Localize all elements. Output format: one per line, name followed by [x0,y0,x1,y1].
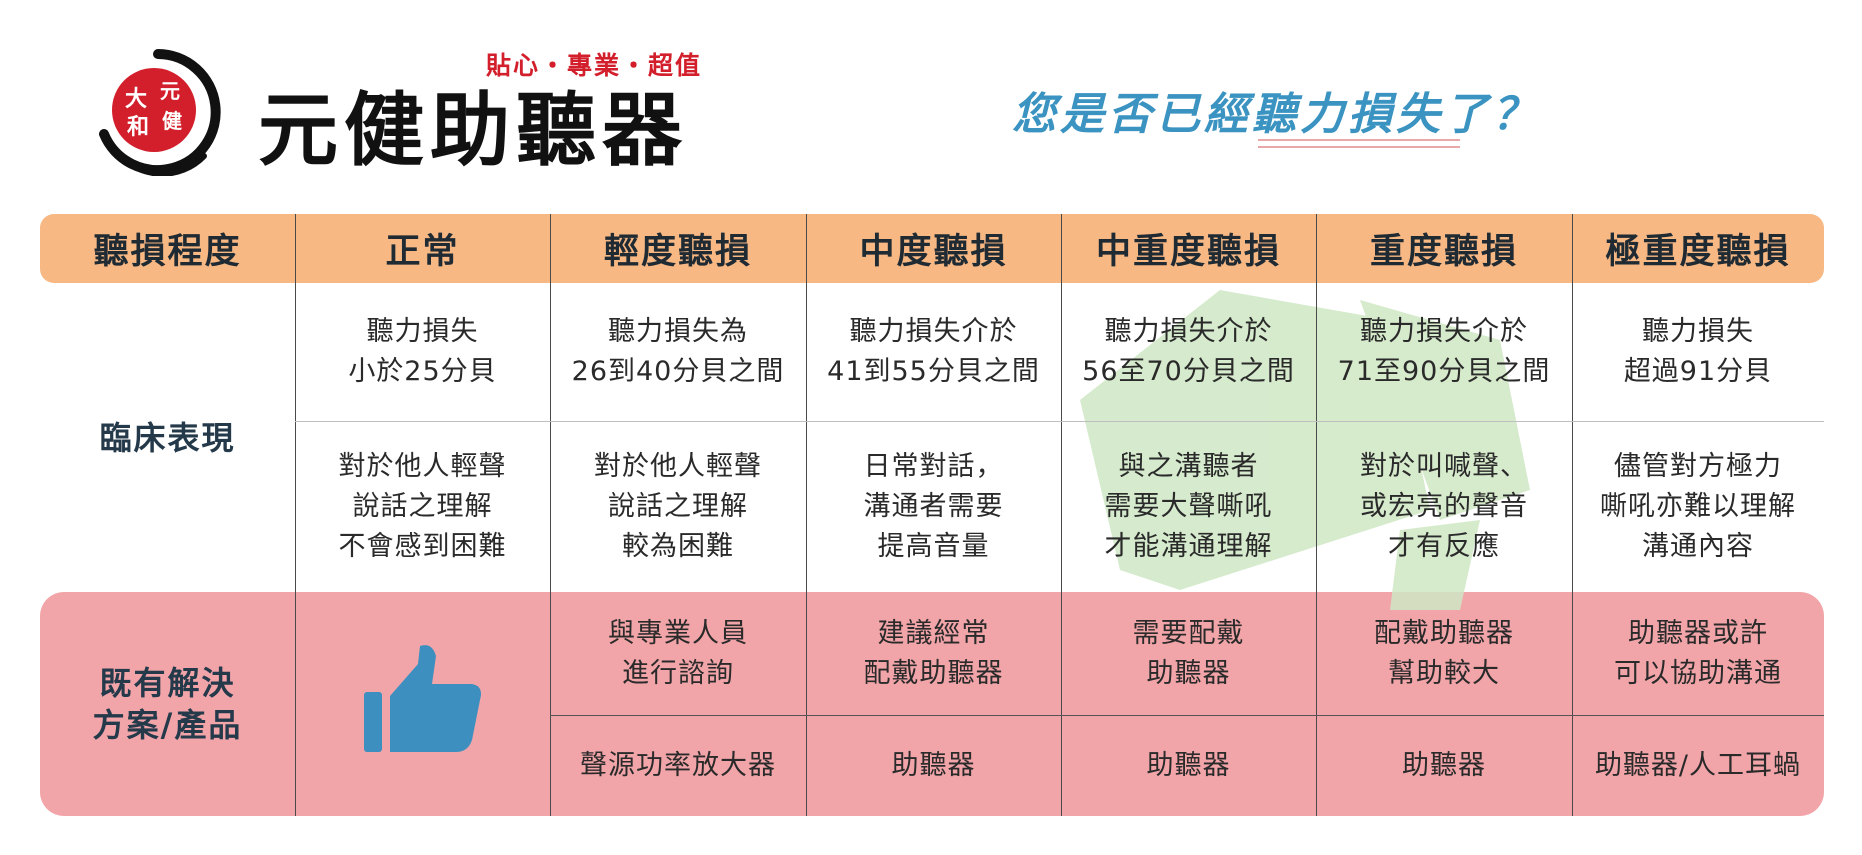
title-underline [1258,139,1460,141]
cell-recommendation: 助聽器或許 可以協助溝通 [1614,617,1782,689]
thumbs-up-icon [360,640,490,760]
cell-product: 助聽器 [891,750,976,781]
grid-line [550,214,551,816]
brand-logo-icon: 大 元 和 健 [94,48,222,177]
grid-line [806,214,807,816]
cell-understanding: 對於他人輕聲 說話之理解 較為困難 [594,450,762,562]
cell-hearing-loss: 聽力損失 超過91分貝 [1623,316,1773,387]
svg-text:大: 大 [125,87,147,112]
grid-line [295,421,1824,422]
header-cell-moderately-severe: 中重度聽損 [1095,232,1281,272]
grid-line [295,214,296,816]
cell-product: 聲源功率放大器 [580,750,776,781]
cell-recommendation: 配戴助聽器 幫助較大 [1374,617,1514,689]
row-label-solutions: 既有解決 方案/產品 [40,592,295,816]
cell-product: 助聽器 [1402,750,1486,781]
megaphone-watermark-icon [1060,280,1530,610]
row-label-solutions-line2: 方案/產品 [92,706,243,744]
cell-understanding: 對於叫喊聲、 或宏亮的聲音 才有反應 [1360,450,1528,562]
grid-line [1061,214,1062,816]
header-cell-moderate: 中度聽損 [859,232,1008,272]
header-cell-corner: 聽損程度 [93,232,242,272]
grid-line [550,715,1824,716]
header-cell-mild: 輕度聽損 [603,232,752,272]
cell-hearing-loss: 聽力損失介於 71至90分貝之間 [1337,316,1551,387]
cell-recommendation: 需要配戴 助聽器 [1132,617,1245,689]
cell-understanding: 與之溝聽者 需要大聲嘶吼 才能溝通理解 [1104,450,1273,562]
cell-understanding: 儘管對方極力 嘶吼亦難以理解 溝通內容 [1600,450,1796,562]
cell-hearing-loss: 聽力損失 小於25分貝 [348,316,497,387]
table-header-band [40,214,1824,283]
page-question-title: 您是否已經聽力損失了？ [1012,89,1540,140]
cell-recommendation: 與專業人員 進行諮詢 [608,617,748,689]
header-cell-normal: 正常 [385,232,460,272]
cell-hearing-loss: 聽力損失介於 41到55分貝之間 [827,316,1040,387]
solutions-band [40,592,1824,816]
cell-hearing-loss: 聽力損失為 26到40分貝之間 [571,316,785,387]
brand-name: 元健助聽器 [258,84,688,177]
brand-slogan: 貼心・專業・超值 [486,51,703,80]
cell-recommendation: 建議經常 配戴助聽器 [863,617,1004,689]
grid-line [1572,214,1573,816]
grid-line [1316,214,1317,816]
header-cell-profound: 極重度聽損 [1605,232,1791,272]
svg-text:和: 和 [127,115,149,140]
header-cell-severe: 重度聽損 [1369,232,1518,272]
row-label-clinical: 臨床表現 [99,418,236,457]
svg-text:健: 健 [162,109,182,133]
cell-product: 助聽器/人工耳蝸 [1594,750,1802,781]
row-label-solutions-line1: 既有解決 [99,664,236,702]
svg-text:元: 元 [160,79,180,103]
cell-understanding: 對於他人輕聲 說話之理解 不會感到困難 [338,450,507,562]
cell-understanding: 日常對話， 溝通者需要 提高音量 [863,450,1004,562]
cell-product: 助聽器 [1146,750,1231,781]
title-underline [1258,146,1460,148]
cell-hearing-loss: 聽力損失介於 56至70分貝之間 [1082,316,1295,387]
